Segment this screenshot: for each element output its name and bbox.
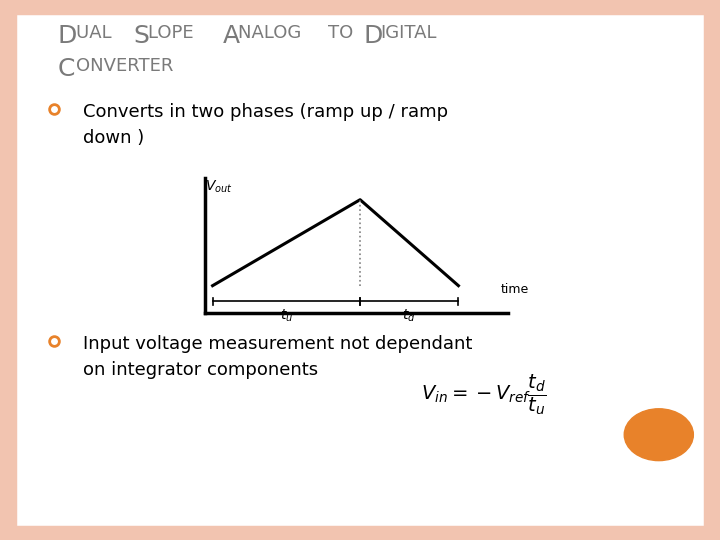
Text: $t_d$: $t_d$ xyxy=(402,307,416,323)
Text: A: A xyxy=(223,24,240,48)
Circle shape xyxy=(624,409,693,461)
Text: LOPE: LOPE xyxy=(148,24,199,42)
Text: $t_u$: $t_u$ xyxy=(280,307,293,323)
Text: D: D xyxy=(58,24,77,48)
Text: UAL: UAL xyxy=(76,24,117,42)
Text: on integrator components: on integrator components xyxy=(83,361,318,379)
Text: D: D xyxy=(364,24,383,48)
Text: IGITAL: IGITAL xyxy=(380,24,436,42)
Text: S: S xyxy=(133,24,149,48)
Text: NALOG: NALOG xyxy=(238,24,307,42)
Text: C: C xyxy=(58,57,75,80)
Text: Converts in two phases (ramp up / ramp: Converts in two phases (ramp up / ramp xyxy=(83,103,448,120)
Text: TO: TO xyxy=(328,24,359,42)
Text: down ): down ) xyxy=(83,129,144,146)
Text: Input voltage measurement not dependant: Input voltage measurement not dependant xyxy=(83,335,472,353)
Text: $V_{out}$: $V_{out}$ xyxy=(205,179,233,195)
Text: time: time xyxy=(500,284,528,296)
Text: $V_{in} = -V_{ref}\dfrac{t_d}{t_u}$: $V_{in} = -V_{ref}\dfrac{t_d}{t_u}$ xyxy=(421,373,547,417)
Text: ONVERTER: ONVERTER xyxy=(76,57,173,75)
